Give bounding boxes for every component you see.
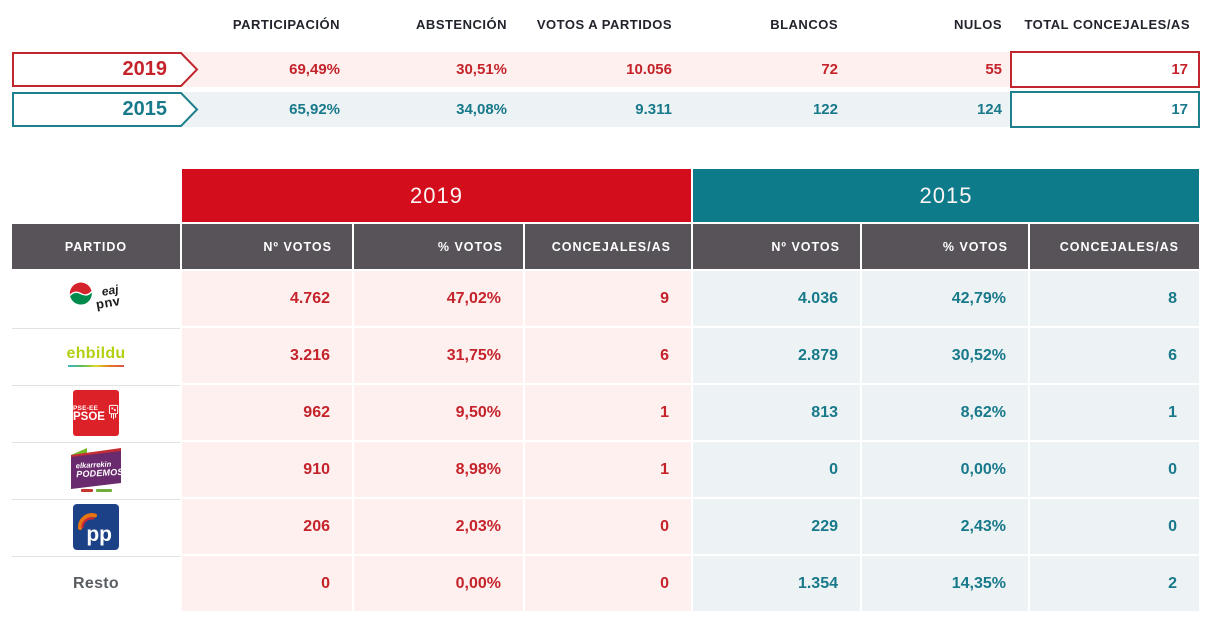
total-concejales-2015-box: 17 [1010,91,1200,128]
subheader-partido: PARTIDO [12,224,180,269]
summary-row-2019: 2019 69,49% 30,51% 10.056 72 55 17 [12,51,1200,88]
pp-logo: pp [73,504,119,550]
results-corner-spacer [12,169,180,222]
psoe-logo: PSE-EE PSOE [73,390,119,436]
nulos-2015: 124 [976,101,1002,118]
pp-logo-text: pp [86,523,112,546]
summary-header-row: PARTICIPACIÓN ABSTENCIÓN VOTOS A PARTIDO… [198,17,1190,32]
summary-header-votos-a-partidos: VOTOS A PARTIDOS [536,17,672,32]
party-cell-resto: Resto [12,556,180,611]
results-table: 2019 2015 PARTIDO Nº VOTOS % VOTOS CONCE… [12,169,1199,611]
eaj-pnv-concejales-2015: 8 [1030,271,1199,326]
summary-header-participacion: PARTICIPACIÓN [232,17,340,32]
resto-concejales-2015: 2 [1030,556,1199,611]
total-concejales-2019-box: 17 [1010,51,1200,88]
podemos-votos-2019: 910 [182,442,352,497]
pp-votos-2015: 229 [693,499,860,554]
subheader-concejales-2015: CONCEJALES/AS [1030,224,1199,269]
psoe-fist-rose-icon [108,404,119,420]
subheader-concejales-2019: CONCEJALES/AS [525,224,691,269]
eaj-pnv-votos-2019: 4.762 [182,271,352,326]
podemos-flag-icon [71,448,121,489]
year-band-2019: 2019 [182,169,691,222]
year-band-2015: 2015 [693,169,1199,222]
votos-a-partidos-2019: 10.056 [626,61,672,78]
year-tag-2019[interactable]: 2019 [12,52,200,87]
psoe-votos-2015: 813 [693,385,860,440]
podemos-logo-text: elkarrekin PODEMOS. [75,459,127,480]
summary-values-2015: 65,92% 34,08% 9.311 122 124 [198,92,1002,127]
subheader-num-votos-2019: Nº VOTOS [182,224,352,269]
year-tag-2019-label: 2019 [122,58,168,80]
summary-header-blancos: BLANCOS [770,17,838,32]
summary-header-total-concejales: TOTAL CONCEJALES/AS [1024,17,1190,32]
summary-values-2019: 69,49% 30,51% 10.056 72 55 [198,52,1002,87]
pp-pct-2019: 2,03% [354,499,523,554]
podemos-pct-2019: 8,98% [354,442,523,497]
blancos-2015: 122 [812,101,838,118]
podemos-concejales-2019: 1 [525,442,691,497]
psoe-concejales-2015: 1 [1030,385,1199,440]
party-cell-podemos: elkarrekin PODEMOS. [12,442,180,497]
summary-header-abstencion: ABSTENCIÓN [416,17,507,32]
psoe-pct-2015: 8,62% [862,385,1028,440]
eaj-pnv-pct-2019: 47,02% [354,271,523,326]
psoe-concejales-2019: 1 [525,385,691,440]
blancos-2019: 72 [821,61,838,78]
resto-concejales-2019: 0 [525,556,691,611]
podemos-votos-2015: 0 [693,442,860,497]
eaj-pnv-logo-text: eaj pnv [94,281,122,312]
ehbildu-votos-2015: 2.879 [693,328,860,383]
ehbildu-pct-2019: 31,75% [354,328,523,383]
eaj-pnv-emblem-icon [69,282,93,305]
eaj-pnv-logo: eaj pnv [61,270,130,326]
psoe-pct-2019: 9,50% [354,385,523,440]
resto-pct-2019: 0,00% [354,556,523,611]
resto-pct-2015: 14,35% [862,556,1028,611]
subheader-pct-votos-2019: % VOTOS [354,224,523,269]
eaj-pnv-concejales-2019: 9 [525,271,691,326]
party-cell-pp: pp [12,499,180,554]
nulos-2019: 55 [985,61,1002,78]
participacion-2015: 65,92% [289,101,340,118]
participacion-2019: 69,49% [289,61,340,78]
ehbildu-rainbow-bar-icon [67,365,124,367]
pp-concejales-2015: 0 [1030,499,1199,554]
podemos-logo: elkarrekin PODEMOS. [63,445,129,495]
resto-votos-2019: 0 [182,556,352,611]
subheader-pct-votos-2015: % VOTOS [862,224,1028,269]
ehbildu-concejales-2015: 6 [1030,328,1199,383]
summary-row-2015: 2015 65,92% 34,08% 9.311 122 124 17 [12,91,1200,128]
abstencion-2019: 30,51% [456,61,507,78]
pp-gaviota-icon [78,513,97,530]
psoe-logo-text: PSE-EE PSOE [73,405,105,423]
ehbildu-votos-2019: 3.216 [182,328,352,383]
subheader-num-votos-2015: Nº VOTOS [693,224,860,269]
ehbildu-logo-text: ehbildu [66,345,126,362]
pp-votos-2019: 206 [182,499,352,554]
podemos-coalition-marks-icon [81,489,112,492]
year-tag-2015[interactable]: 2015 [12,92,200,127]
resto-votos-2015: 1.354 [693,556,860,611]
ehbildu-pct-2015: 30,52% [862,328,1028,383]
year-tag-2015-label: 2015 [122,98,168,120]
party-cell-psoe: PSE-EE PSOE [12,385,180,440]
party-cell-eaj-pnv: eaj pnv [12,271,180,326]
eaj-pnv-pct-2015: 42,79% [862,271,1028,326]
psoe-votos-2019: 962 [182,385,352,440]
abstencion-2015: 34,08% [456,101,507,118]
ehbildu-concejales-2019: 6 [525,328,691,383]
year-tag-2019-arrow-shape [12,52,199,87]
party-cell-ehbildu: ehbildu [12,328,180,383]
pp-concejales-2019: 0 [525,499,691,554]
pp-pct-2015: 2,43% [862,499,1028,554]
ehbildu-logo: ehbildu [67,345,126,367]
podemos-concejales-2015: 0 [1030,442,1199,497]
votos-a-partidos-2015: 9.311 [635,101,672,118]
eaj-pnv-votos-2015: 4.036 [693,271,860,326]
year-tag-2015-arrow-shape [12,92,199,127]
podemos-pct-2015: 0,00% [862,442,1028,497]
resto-label: Resto [73,575,119,592]
summary-header-nulos: NULOS [954,17,1002,32]
